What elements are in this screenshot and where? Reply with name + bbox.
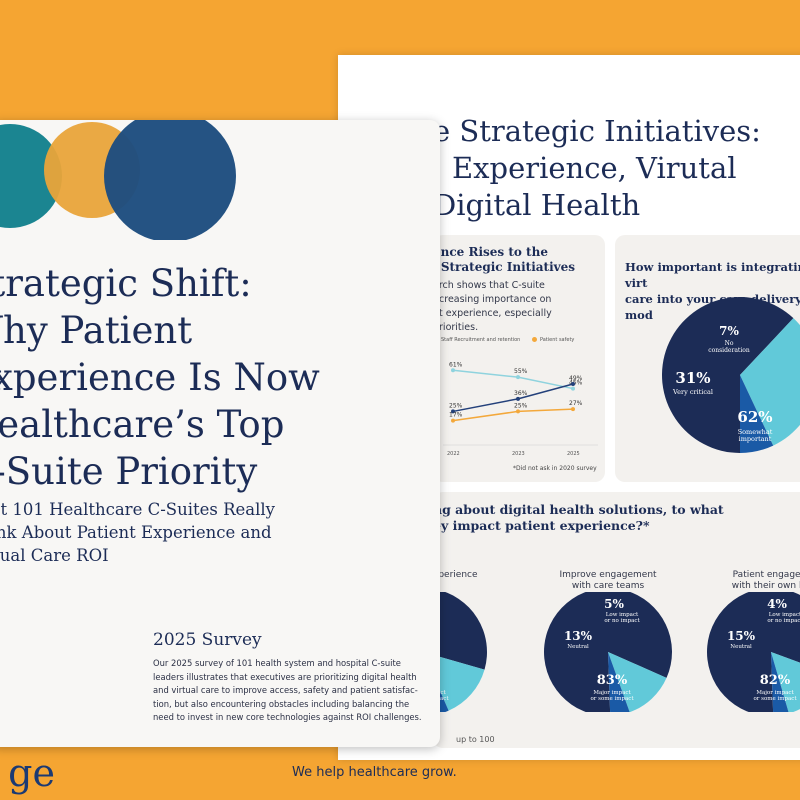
- pie-label: No: [725, 340, 734, 347]
- trend-point: [516, 375, 520, 380]
- trend-point: [571, 407, 575, 412]
- trend-line-2: [452, 408, 574, 422]
- pie-label: or some impact: [433, 696, 449, 702]
- pie-label-engagement: Improve engagement with care teams: [559, 570, 657, 591]
- trend-data-label: 25%: [514, 402, 528, 409]
- legend-item-staff: Staff Recruitment and retention: [433, 337, 520, 343]
- pie-slice: [740, 375, 774, 453]
- back-page: e Strategic Initiatives: : Experience, V…: [338, 55, 800, 760]
- pie-label: or some impact: [590, 696, 634, 702]
- trend-point: [451, 409, 455, 414]
- trend-line-1: [452, 383, 574, 413]
- trend-data-label: 25%: [449, 402, 463, 409]
- teal-circle: [0, 124, 62, 228]
- pie-label: important: [739, 435, 772, 443]
- front-page-subtitle: hat 101 Healthcare C-Suites Really hink …: [0, 500, 275, 565]
- trend-data-label: 61%: [449, 361, 463, 368]
- pie-label: consideration: [708, 347, 750, 354]
- survey-description: Our 2025 survey of 101 health system and…: [153, 658, 422, 722]
- trend-card: ence Rises to the ' Strategic Initiative…: [433, 235, 605, 482]
- trend-point: [571, 386, 575, 391]
- pie-value: 4%: [767, 597, 787, 611]
- pie-slice: [707, 592, 800, 712]
- footnote: up to 100: [456, 735, 495, 744]
- pie-slice: [608, 652, 630, 712]
- pie-label: or no impact: [767, 618, 800, 624]
- pie-value: 15%: [727, 629, 756, 643]
- brand-logo: ge: [8, 753, 55, 795]
- trend-point: [516, 396, 520, 401]
- trend-point: [571, 382, 575, 386]
- trend-line-0: [452, 369, 574, 390]
- tagline: We help healthcare grow.: [292, 765, 457, 780]
- back-page-title: e Strategic Initiatives: : Experience, V…: [433, 114, 761, 222]
- trend-data-label: 49%: [569, 375, 583, 382]
- trend-tick-label: 2023: [512, 451, 525, 457]
- pie-slice: [740, 318, 800, 446]
- trend-line-chart: 61% 55% 45% 25% 36% 49% 17% 25% 27% 2022 2023 2025: [443, 361, 598, 457]
- virtual-care-question: How important is integrating virt care i…: [625, 260, 800, 322]
- pie-value: 5%: [604, 597, 624, 611]
- trend-tick-label: 2025: [567, 451, 580, 457]
- navy-circle: [104, 120, 236, 240]
- pie-label: Somewhat: [738, 428, 773, 436]
- pie-slice: [433, 654, 485, 711]
- trend-tick-label: 2022: [447, 451, 460, 457]
- pie-slice: [662, 297, 794, 453]
- pie-label: Neutral: [730, 644, 752, 650]
- pie-value: 82%: [760, 673, 791, 688]
- digital-health-question: ng about digital health solutions, to wh…: [433, 502, 724, 533]
- pie-value: 83%: [597, 673, 628, 688]
- trend-data-label: 55%: [514, 368, 528, 375]
- trend-data-label: 45%: [569, 380, 583, 387]
- pie-label: Very critical: [672, 388, 713, 396]
- front-page-title: Strategic Shift: Why Patient Experience …: [0, 262, 320, 493]
- front-page: Strategic Shift: Why Patient Experience …: [0, 120, 440, 747]
- trend-point: [451, 368, 455, 373]
- pie-label: Major impact: [593, 690, 631, 696]
- pie-label: Low impact: [769, 612, 800, 618]
- trend-data-label: 17%: [449, 412, 463, 419]
- pie-value: 31%: [675, 369, 710, 387]
- pie-value: 62%: [737, 408, 772, 426]
- pie-slice: [608, 652, 667, 712]
- pie-value: 13%: [564, 629, 593, 643]
- pie-slice: [771, 652, 789, 712]
- trend-legend: Staff Recruitment and retention Patient …: [433, 337, 605, 343]
- trend-point: [451, 418, 455, 423]
- virtual-care-card: How important is integrating virt care i…: [615, 235, 800, 482]
- pie-label: Low impact: [606, 612, 639, 618]
- pie-slice: [771, 652, 800, 712]
- digital-health-card: ng about digital health solutions, to wh…: [433, 492, 800, 748]
- trend-card-title: ence Rises to the ' Strategic Initiative…: [433, 245, 576, 274]
- trend-point: [516, 409, 520, 414]
- legend-item-safety: Patient safety: [531, 337, 574, 343]
- pie-label-experience: xperience: [433, 570, 478, 580]
- pie-label: or no impact: [604, 618, 640, 624]
- trend-card-body: arch shows that C-suite ncreasing import…: [433, 280, 552, 333]
- trend-data-label: 27%: [569, 400, 583, 407]
- pie-label: Neutral: [567, 644, 589, 650]
- trend-note: *Did not ask in 2020 survey: [513, 465, 597, 472]
- pie-label: Major impact: [756, 690, 794, 696]
- logo-circles: [0, 120, 236, 240]
- pie-slice: [544, 592, 673, 712]
- trend-data-label: 36%: [514, 390, 528, 397]
- pie-label: or some impact: [753, 696, 797, 702]
- pie-slice: [433, 592, 487, 670]
- survey-heading: 2025 Survey: [153, 630, 262, 650]
- pie-label-own-health: Patient engagem with their own he: [731, 570, 800, 591]
- pie-value: 7%: [719, 324, 739, 338]
